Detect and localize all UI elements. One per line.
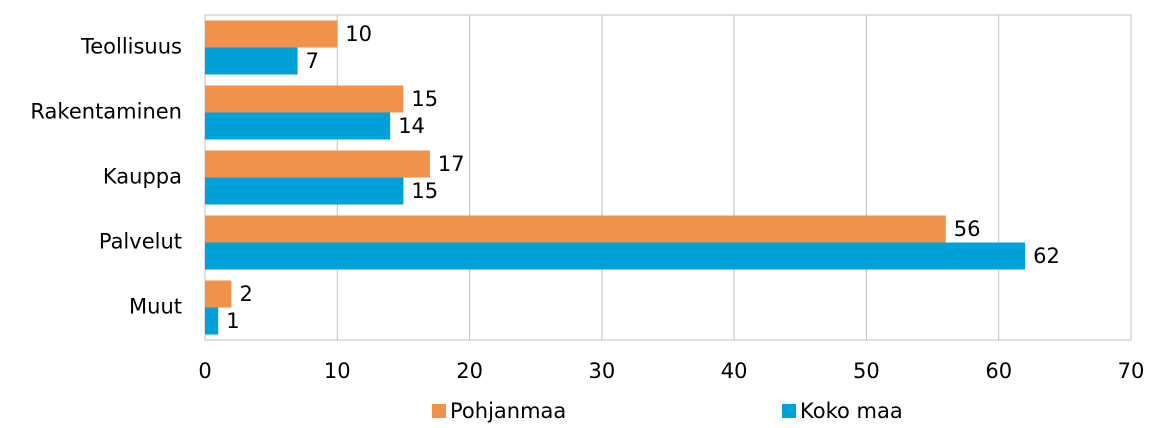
data-label: 7 (306, 49, 319, 73)
bar (205, 20, 338, 48)
legend-swatch (782, 404, 796, 418)
y-tick-label: Teollisuus (80, 35, 182, 59)
bar (205, 307, 219, 335)
legend-label: Pohjanmaa (450, 399, 566, 423)
bar (205, 150, 430, 178)
bar (205, 242, 1026, 270)
bar (205, 215, 946, 243)
data-label: 14 (398, 114, 425, 138)
y-tick-label: Kauppa (103, 165, 182, 189)
bar (205, 177, 404, 205)
x-tick-label: 10 (324, 359, 351, 383)
x-tick-label: 0 (198, 359, 211, 383)
bar (205, 280, 232, 308)
x-tick-label: 70 (1118, 359, 1145, 383)
data-label: 62 (1033, 244, 1060, 268)
y-tick-label: Rakentaminen (30, 100, 182, 124)
y-tick-label: Muut (129, 295, 182, 319)
legend-label: Koko maa (800, 399, 903, 423)
data-label: 15 (411, 179, 438, 203)
data-label: 17 (438, 152, 465, 176)
x-tick-label: 40 (721, 359, 748, 383)
legend-swatch (432, 404, 446, 418)
data-label: 56 (954, 217, 981, 241)
x-tick-label: 30 (588, 359, 615, 383)
data-label: 2 (239, 282, 252, 306)
bar (205, 47, 298, 75)
x-tick-label: 60 (985, 359, 1012, 383)
data-label: 15 (411, 87, 438, 111)
x-tick-label: 50 (853, 359, 880, 383)
y-tick-label: Palvelut (99, 230, 182, 254)
x-tick-label: 20 (456, 359, 483, 383)
data-label: 10 (345, 22, 372, 46)
data-label: 1 (226, 309, 239, 333)
bar (205, 112, 391, 140)
bar (205, 85, 404, 113)
